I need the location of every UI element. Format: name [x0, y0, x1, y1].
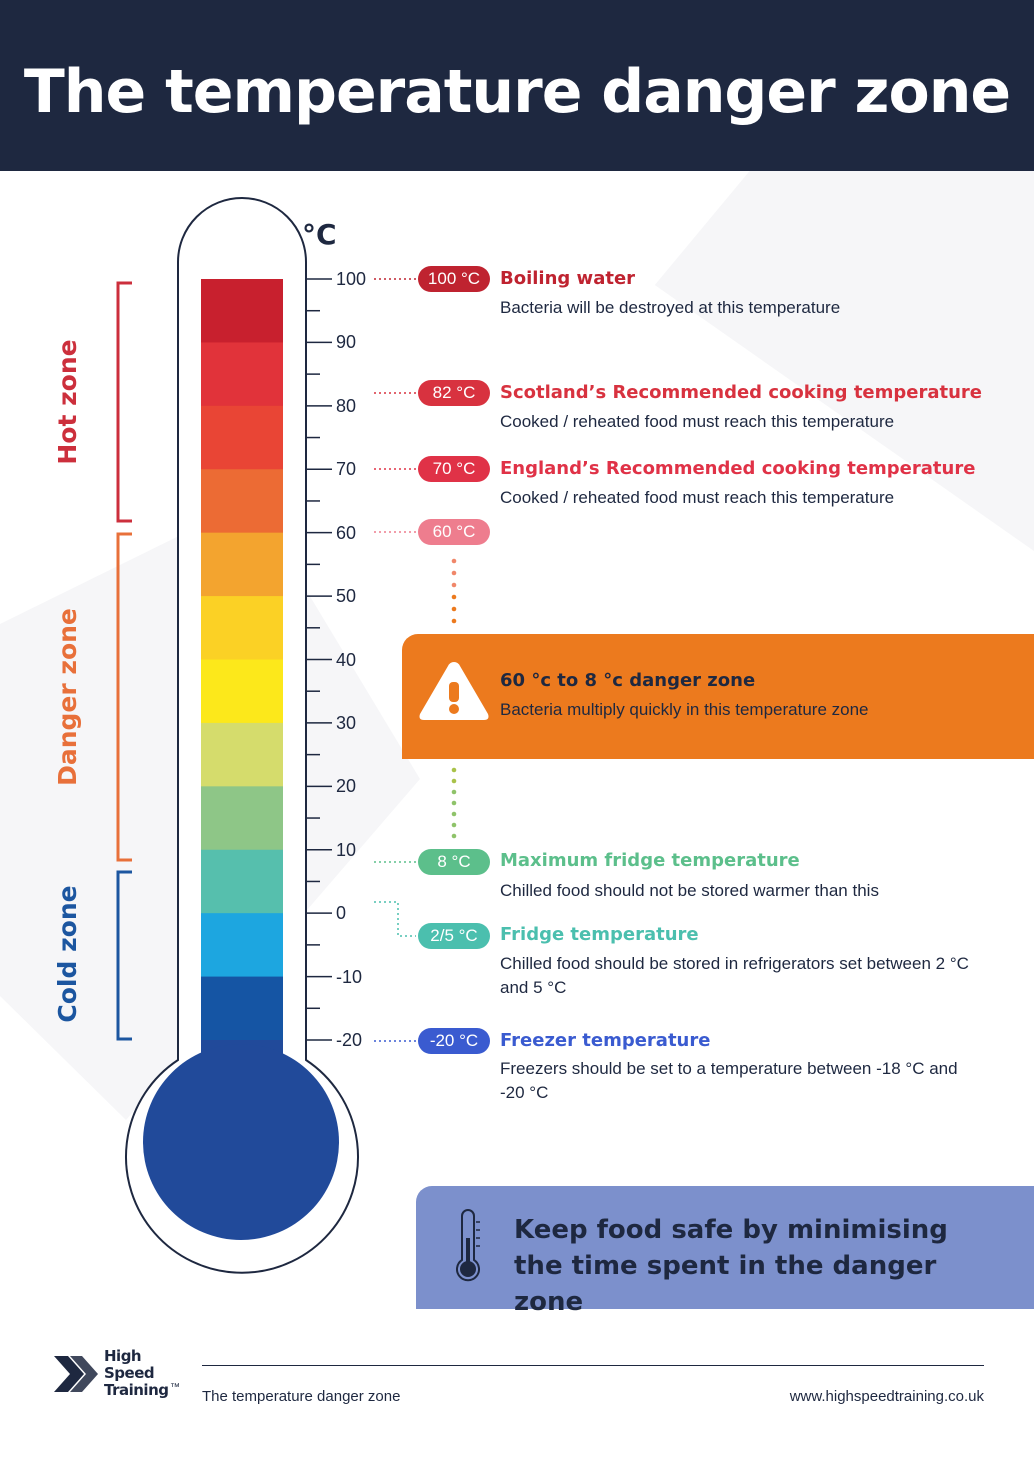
tick-label: 40	[336, 649, 357, 670]
temperature-pill: 8 °C	[418, 849, 490, 875]
danger-zone-label: Danger zone	[53, 608, 82, 786]
connector-dot	[451, 778, 457, 784]
temperature-band	[201, 405, 283, 470]
thermometer-icon	[456, 1209, 480, 1282]
tick-label: 100	[336, 269, 367, 289]
tick-label: 80	[336, 395, 357, 416]
unit-label: °C	[302, 218, 337, 251]
tick-label: 50	[336, 586, 357, 607]
temperature-pill: 2/5 °C	[418, 923, 490, 949]
annotation-description: Freezers should be set to a temperature …	[500, 1059, 958, 1102]
connector-dot	[451, 822, 457, 828]
annotation-title: Freezer temperature	[500, 1030, 711, 1051]
connector-dot	[451, 582, 457, 588]
connector-dot	[451, 833, 457, 839]
temperature-band	[201, 659, 283, 724]
tick-label: 20	[336, 776, 357, 797]
annotation-description: Bacteria will be destroyed at this tempe…	[500, 298, 841, 317]
connector-line	[374, 901, 416, 937]
connector-dot	[451, 558, 457, 564]
tick-label: 70	[336, 459, 357, 480]
annotation-description: Chilled food should be stored in refrige…	[500, 954, 969, 997]
cold-zone-label: Cold zone	[53, 885, 82, 1023]
tick-label: 0	[336, 903, 347, 924]
hot-zone-label: Hot zone	[53, 339, 82, 465]
keep-safe-box	[416, 1186, 1034, 1309]
cold-zone-bracket	[116, 870, 132, 1041]
footer-title: The temperature danger zone	[202, 1388, 401, 1405]
thermometer-bulb	[143, 1044, 339, 1240]
connector-dot	[451, 606, 457, 612]
tick-label: 60	[336, 522, 357, 543]
hot-zone-bracket	[116, 281, 132, 523]
annotation-title: England’s Recommended cooking temperatur…	[500, 458, 976, 479]
footer-url[interactable]: www.highspeedtraining.co.uk	[789, 1388, 984, 1405]
page-title: The temperature danger zone	[23, 57, 1011, 127]
temperature-band	[201, 342, 283, 407]
brand-trademark: ™	[170, 1382, 180, 1393]
temperature-band	[201, 722, 283, 787]
annotation-title: Scotland’s Recommended cooking temperatu…	[500, 382, 983, 403]
temperature-band	[201, 849, 283, 914]
temperature-pill: -20 °C	[418, 1028, 490, 1054]
temperature-band	[201, 279, 283, 343]
temperature-pill: 100 °C	[418, 266, 490, 292]
brand-name: High Speed Training	[104, 1347, 169, 1399]
connector-dot	[451, 767, 457, 773]
temperature-band	[201, 532, 283, 597]
annotation-title: Boiling water	[500, 268, 636, 289]
connector-dot	[451, 789, 457, 795]
connector-dot	[451, 811, 457, 817]
danger-zone-description: Bacteria multiply quickly in this temper…	[500, 700, 869, 719]
temperature-pill: 70 °C	[418, 456, 490, 482]
annotation-title: Maximum fridge temperature	[500, 850, 800, 871]
tick-label: -10	[336, 966, 363, 987]
annotation-description: Cooked / reheated food must reach this t…	[500, 488, 895, 507]
connector-dot	[451, 594, 457, 600]
temperature-band	[201, 786, 283, 851]
connector-dot	[451, 570, 457, 576]
footer-divider	[202, 1365, 984, 1366]
temperature-band	[201, 976, 283, 1041]
temperature-pill: 60 °C	[418, 519, 490, 545]
tick-label: 30	[336, 712, 357, 733]
danger-zone-banner	[402, 634, 1034, 759]
keep-safe-text: Keep food safe by minimising the time sp…	[514, 1215, 948, 1317]
temperature-pill: 82 °C	[418, 380, 490, 406]
tick-label: -20	[336, 1030, 363, 1050]
warning-icon	[419, 662, 489, 720]
danger-zone-title: 60 °c to 8 °c danger zone	[500, 670, 756, 691]
annotation-description: Cooked / reheated food must reach this t…	[500, 412, 895, 431]
annotation-title: Fridge temperature	[500, 924, 699, 945]
temperature-band	[201, 913, 283, 978]
connector-dot	[451, 800, 457, 806]
connector-dot	[451, 618, 457, 624]
brand-logo-icon	[54, 1356, 98, 1392]
temperature-band	[201, 469, 283, 534]
header: The temperature danger zone	[0, 0, 1034, 171]
danger-zone-bracket	[116, 532, 132, 862]
tick-label: 90	[336, 332, 357, 353]
annotation-description: Chilled food should not be stored warmer…	[500, 881, 879, 900]
temperature-band	[201, 596, 283, 660]
tick-label: 10	[336, 839, 357, 860]
